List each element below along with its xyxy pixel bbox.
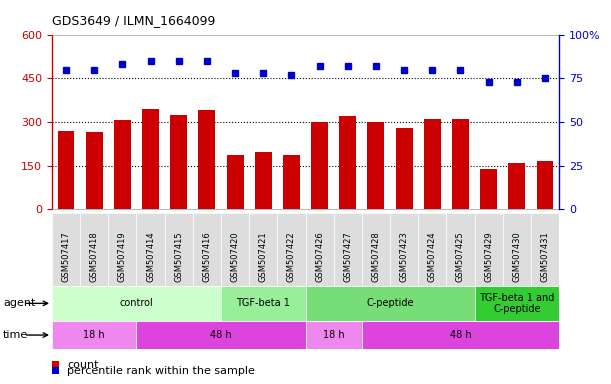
Text: GSM507418: GSM507418 — [90, 232, 99, 283]
Text: agent: agent — [3, 298, 35, 308]
Bar — [255, 152, 272, 209]
Text: GSM507424: GSM507424 — [428, 232, 437, 283]
Bar — [480, 169, 497, 209]
Bar — [52, 321, 136, 349]
Bar — [136, 213, 164, 286]
Text: GSM507429: GSM507429 — [484, 232, 493, 283]
Bar — [142, 109, 159, 209]
Bar — [508, 163, 525, 209]
Bar — [424, 119, 441, 209]
Bar — [452, 119, 469, 209]
Text: GSM507428: GSM507428 — [371, 232, 381, 283]
Text: TGF-beta 1: TGF-beta 1 — [236, 298, 290, 308]
Text: GSM507431: GSM507431 — [541, 232, 549, 283]
Bar — [277, 213, 306, 286]
Bar — [306, 321, 362, 349]
Text: GSM507414: GSM507414 — [146, 232, 155, 283]
Bar — [306, 286, 475, 321]
Bar — [136, 321, 306, 349]
Text: GSM507422: GSM507422 — [287, 232, 296, 283]
Text: 48 h: 48 h — [450, 330, 471, 340]
Bar — [199, 110, 215, 209]
Text: GSM507420: GSM507420 — [230, 232, 240, 283]
Text: 18 h: 18 h — [323, 330, 345, 340]
Bar — [475, 286, 559, 321]
Bar — [80, 213, 108, 286]
Text: control: control — [120, 298, 153, 308]
Bar — [170, 115, 187, 209]
Text: GSM507415: GSM507415 — [174, 232, 183, 283]
Bar — [339, 116, 356, 209]
Bar — [475, 213, 503, 286]
Text: TGF-beta 1 and
C-peptide: TGF-beta 1 and C-peptide — [479, 293, 555, 314]
Bar — [447, 213, 475, 286]
Text: 18 h: 18 h — [83, 330, 105, 340]
Bar — [311, 122, 328, 209]
Bar — [503, 213, 531, 286]
Text: GSM507421: GSM507421 — [258, 232, 268, 283]
Bar — [114, 121, 131, 209]
Bar — [362, 213, 390, 286]
Text: C-peptide: C-peptide — [366, 298, 414, 308]
Bar — [536, 161, 554, 209]
Text: GSM507417: GSM507417 — [62, 232, 70, 283]
Bar — [367, 122, 384, 209]
Bar — [221, 213, 249, 286]
Text: GDS3649 / ILMN_1664099: GDS3649 / ILMN_1664099 — [52, 14, 215, 27]
Text: 48 h: 48 h — [210, 330, 232, 340]
Text: GSM507427: GSM507427 — [343, 232, 353, 283]
Bar — [418, 213, 447, 286]
Text: GSM507426: GSM507426 — [315, 232, 324, 283]
Bar — [57, 131, 75, 209]
Bar — [164, 213, 193, 286]
Text: percentile rank within the sample: percentile rank within the sample — [67, 366, 255, 376]
Bar — [390, 213, 418, 286]
Bar — [531, 213, 559, 286]
Bar — [396, 128, 412, 209]
Bar — [52, 286, 221, 321]
Bar — [334, 213, 362, 286]
Bar — [249, 213, 277, 286]
Bar — [52, 213, 80, 286]
Bar — [362, 321, 559, 349]
Text: GSM507423: GSM507423 — [400, 232, 409, 283]
Bar — [221, 286, 306, 321]
Text: GSM507425: GSM507425 — [456, 232, 465, 283]
Text: GSM507430: GSM507430 — [512, 232, 521, 283]
Bar — [108, 213, 136, 286]
Text: GSM507416: GSM507416 — [202, 232, 211, 283]
Text: time: time — [3, 330, 28, 340]
Bar — [283, 156, 300, 209]
Bar — [306, 213, 334, 286]
Bar — [193, 213, 221, 286]
Bar — [86, 132, 103, 209]
Text: count: count — [67, 360, 99, 370]
Bar — [227, 156, 244, 209]
Text: GSM507419: GSM507419 — [118, 232, 127, 283]
